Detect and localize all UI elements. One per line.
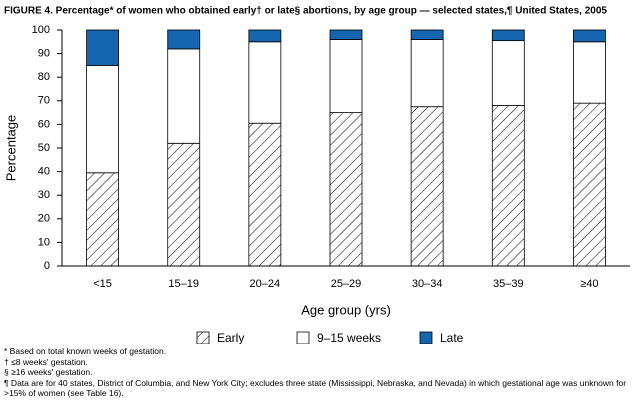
bar-segment: [329, 39, 363, 114]
y-tick-label: 40: [38, 166, 50, 178]
legend-swatch: [196, 331, 210, 344]
y-tick-label: 30: [38, 189, 50, 201]
bar-segment: [329, 29, 363, 40]
legend-label: Early: [217, 331, 244, 344]
bar-segment: [248, 29, 282, 43]
y-tick-label: 100: [32, 24, 50, 36]
legend-swatch: [296, 331, 310, 344]
y-tick-label: 50: [38, 142, 50, 154]
x-tick-label: 20–24: [250, 278, 281, 290]
y-tick-label: 80: [38, 71, 50, 83]
footnote: * Based on total known weeks of gestatio…: [4, 346, 167, 356]
footnote: ¶ Data are for 40 states, District of Co…: [4, 377, 627, 399]
bar-segment: [329, 112, 363, 267]
bar-segment: [410, 39, 444, 108]
y-tick-label: 90: [38, 48, 50, 60]
y-tick-label: 10: [38, 236, 50, 248]
x-tick-label: 35–39: [493, 278, 524, 290]
legend-label: 9–15 weeks: [317, 331, 381, 344]
x-tick-label: 15–19: [168, 278, 199, 290]
y-tick-label: 0: [44, 260, 50, 272]
bar-segment: [248, 122, 282, 267]
bar-segment: [573, 29, 606, 43]
legend-label: Late: [440, 331, 464, 344]
y-tick-label: 20: [38, 213, 50, 225]
bar-segment: [573, 41, 606, 104]
bar-segment: [86, 172, 119, 267]
legend-swatch: [419, 331, 433, 344]
x-tick-label: 25–29: [331, 278, 362, 290]
chart: FIGURE 4. Percentage* of women who obtai…: [3, 6, 630, 344]
bar-segment: [491, 40, 525, 106]
x-tick-label: <15: [93, 278, 112, 290]
chart-title: FIGURE 4. Percentage* of women who obtai…: [4, 6, 607, 17]
bar-segment: [167, 142, 201, 267]
bar-segment: [491, 29, 525, 42]
x-tick-label: 30–34: [412, 278, 443, 290]
footnote: § ≥16 weeks' gestation.: [4, 367, 93, 377]
bar-segment: [86, 65, 119, 174]
y-tick-label: 60: [38, 118, 50, 130]
x-tick-label: ≥40: [580, 278, 598, 290]
y-axis-title: Percentage: [3, 115, 18, 182]
footnotes: * Based on total known weeks of gestatio…: [4, 346, 638, 399]
footnote: † ≤8 weeks' gestation.: [4, 356, 88, 367]
y-tick-label: 70: [38, 95, 50, 107]
bar-segment: [167, 29, 201, 50]
bar-segment: [410, 106, 444, 267]
x-axis-title: Age group (yrs): [301, 302, 391, 317]
bar-segment: [248, 41, 282, 124]
bar-segment: [573, 102, 606, 267]
bar-segment: [167, 48, 201, 144]
bar-segment: [410, 29, 444, 40]
bar-segment: [86, 29, 119, 66]
bar-segment: [491, 105, 525, 267]
